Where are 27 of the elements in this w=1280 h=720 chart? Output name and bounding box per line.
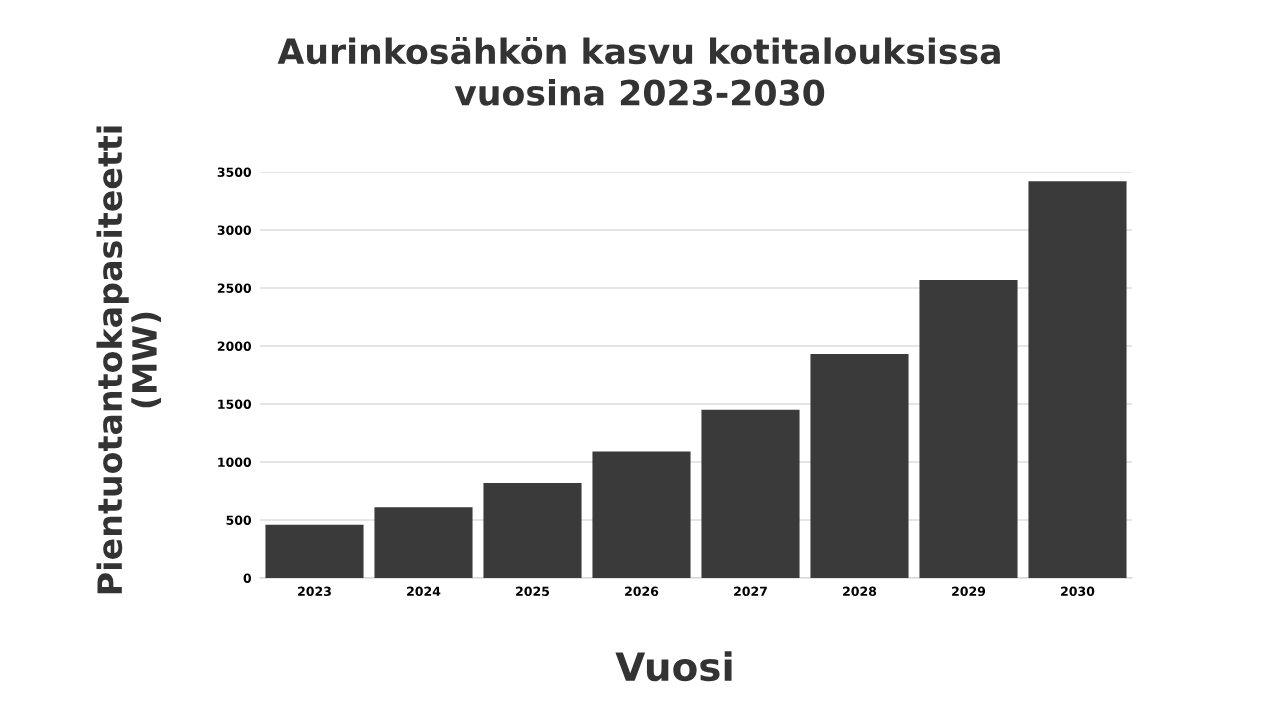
y-tick-label: 0 (243, 573, 252, 583)
bar (483, 482, 582, 578)
x-tick-label: 2027 (734, 586, 767, 597)
y-tick-label: 1000 (218, 457, 252, 467)
y-tick-label: 2500 (217, 283, 252, 293)
x-tick-label: 2024 (407, 586, 441, 597)
bar (810, 354, 909, 578)
y-tick-label: 2000 (217, 341, 252, 351)
x-tick-label: 2023 (298, 586, 331, 597)
chart-title: Aurinkosähkön kasvu kotitalouksissa vuosina 2023-2030 (277, 36, 1000, 106)
bar (592, 451, 691, 578)
y-tick-label: 500 (226, 515, 252, 525)
bar (919, 279, 1018, 578)
x-tick-label: 2025 (516, 586, 550, 597)
bar (1028, 181, 1127, 578)
y-tick-label: 3000 (217, 225, 252, 235)
bar (374, 507, 473, 578)
x-axis-title: Vuosi (615, 651, 732, 682)
y-axis-title: Pientuotantokapasiteetti (MW) (96, 126, 161, 594)
x-tick-label: 2029 (952, 586, 986, 597)
x-tick-label: 2030 (1061, 586, 1095, 597)
x-tick-label: 2028 (843, 586, 877, 597)
bar (265, 524, 364, 578)
y-tick-label: 1500 (218, 399, 252, 409)
y-tick-label: 3500 (217, 167, 252, 177)
bar (701, 409, 800, 578)
x-tick-label: 2026 (625, 586, 659, 597)
